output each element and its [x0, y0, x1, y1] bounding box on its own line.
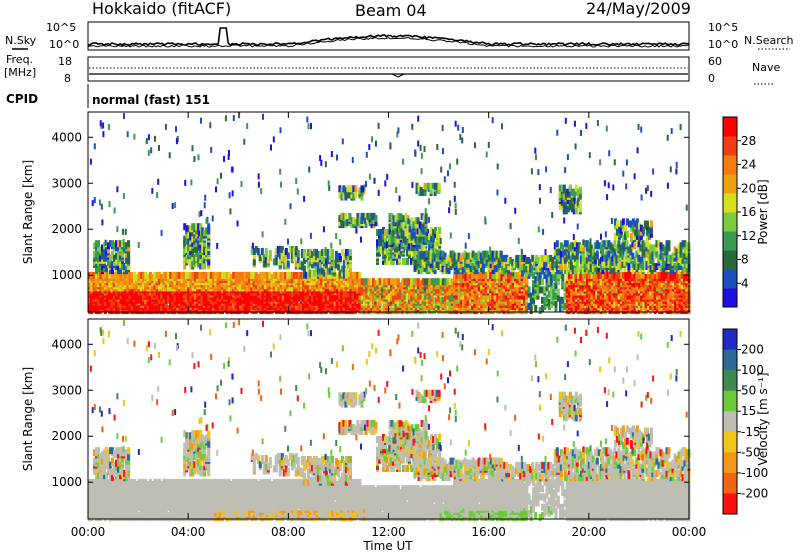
power-cell: [349, 249, 352, 256]
cpid-label: CPID: [6, 92, 38, 106]
power-cell: [265, 248, 268, 255]
freq-panel: [88, 57, 689, 81]
power-cell: [375, 215, 378, 222]
cpid-value: normal (fast) 151: [92, 93, 210, 107]
power-cell: [257, 248, 260, 255]
noise-tick-low-left: 10^0: [49, 38, 79, 51]
power-cell: [406, 258, 409, 265]
power-cell: [261, 248, 264, 255]
power-cell: [303, 266, 306, 273]
nsky-trace: [88, 28, 689, 45]
power-cell: [127, 240, 130, 247]
noise-tick-low-right: 10^0: [708, 38, 738, 51]
freq-tick-high: 18: [58, 55, 72, 68]
power-cell: [541, 278, 544, 285]
freq-label: Freq.: [6, 53, 33, 66]
power-scatter: [88, 112, 691, 314]
nave-label: Nave: [752, 61, 780, 74]
station-title: Hokkaido (fitACF): [92, 0, 231, 18]
beam-label: Beam 04: [355, 1, 427, 20]
nave-tick-high: 60: [708, 55, 722, 68]
power-cell: [331, 249, 334, 256]
power-cell: [557, 289, 560, 296]
power-cell: [207, 223, 210, 230]
noise-tick-high-right: 10^5: [708, 21, 738, 34]
power-cell: [297, 250, 300, 257]
power-cell: [269, 250, 272, 257]
nsearch-trace: [88, 38, 689, 48]
power-cell: [287, 261, 290, 268]
freq-unit-label: [MHz]: [4, 66, 36, 79]
power-cell: [275, 258, 278, 265]
noise-tick-high-left: 10^5: [46, 21, 76, 34]
nsky-label: N.Sky: [5, 34, 37, 47]
power-cell: [337, 263, 340, 270]
power-cell: [358, 272, 361, 279]
nave-tick-low: 0: [708, 72, 715, 85]
power-cell: [97, 240, 100, 247]
power-cell: [438, 227, 441, 234]
power-cell: [287, 252, 290, 259]
date-label: 24/May/2009: [586, 0, 691, 18]
nsearch-label: N.Search: [744, 34, 794, 47]
power-cell: [534, 305, 537, 312]
power-cell: [344, 213, 347, 220]
power-cell: [253, 258, 256, 265]
power-cell: [414, 253, 417, 260]
power-cell: [555, 301, 558, 308]
power-cell: [561, 274, 564, 281]
power-cell: [528, 286, 531, 293]
freq-tick-low: 8: [64, 72, 71, 85]
